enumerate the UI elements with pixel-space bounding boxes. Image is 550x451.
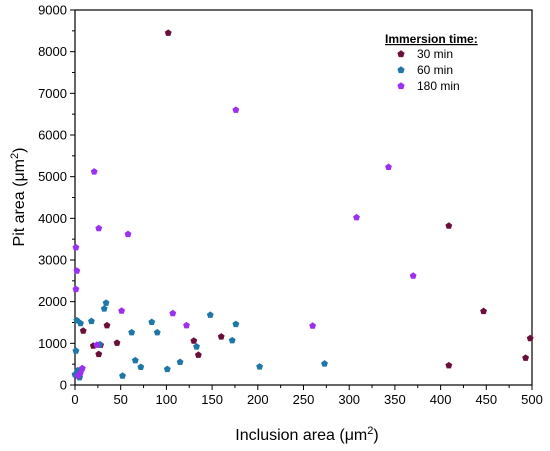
- y-tick-label: 8000: [38, 44, 67, 59]
- y-tick-label: 2000: [38, 294, 67, 309]
- x-tick-label: 0: [71, 392, 78, 407]
- data-point: [232, 320, 240, 328]
- x-axis-title: Inclusion area (μm2): [235, 425, 378, 444]
- data-points: [71, 29, 534, 381]
- data-point: [95, 224, 103, 232]
- series-2: [72, 106, 417, 379]
- data-point: [73, 267, 81, 274]
- data-point: [193, 343, 200, 350]
- data-point: [385, 163, 392, 170]
- data-point: [164, 29, 172, 36]
- data-point: [190, 337, 198, 344]
- y-axis-title: Pit area (μm2): [9, 148, 28, 247]
- x-axis: 0 50 100 150 200 250 300 350 400 450 500: [71, 385, 543, 407]
- x-tick-label: 150: [201, 392, 223, 407]
- x-tick-label: 500: [521, 392, 543, 407]
- data-point: [153, 328, 161, 336]
- legend: Immersion time: 30 min 60 min 180 min: [385, 32, 478, 93]
- data-point: [74, 372, 82, 379]
- data-point: [88, 317, 95, 325]
- data-point: [72, 347, 80, 354]
- data-point: [118, 307, 126, 314]
- x-tick-label: 350: [384, 392, 406, 407]
- legend-label: 60 min: [417, 63, 453, 77]
- y-tick-label: 7000: [38, 86, 67, 101]
- data-point: [131, 356, 139, 364]
- data-point: [72, 285, 80, 293]
- plot-area: [74, 9, 533, 386]
- data-point: [90, 168, 98, 175]
- data-point: [194, 351, 202, 358]
- y-tick-label: 0: [60, 378, 67, 393]
- data-point: [103, 321, 111, 329]
- data-point: [353, 213, 360, 221]
- data-point: [163, 365, 171, 373]
- y-axis: 0 1000 2000 3000 4000 5000 6000 7000 8000 9000: [38, 3, 75, 393]
- data-point: [445, 222, 453, 229]
- legend-label: 30 min: [417, 47, 453, 61]
- data-point: [119, 372, 126, 379]
- data-point: [93, 341, 101, 348]
- data-point: [217, 333, 225, 340]
- data-point: [232, 106, 240, 113]
- y-tick-label: 4000: [38, 211, 67, 226]
- data-point: [206, 311, 214, 318]
- data-point: [522, 354, 530, 361]
- y-tick-label: 3000: [38, 253, 67, 268]
- plot-border: [74, 9, 533, 386]
- data-point: [77, 319, 84, 327]
- y-tick-label: 9000: [38, 3, 67, 18]
- legend-marker: [397, 50, 405, 58]
- x-tick-label: 200: [247, 392, 269, 407]
- data-point: [480, 307, 487, 315]
- data-point: [309, 322, 317, 329]
- data-point: [445, 361, 453, 369]
- series-0: [79, 29, 534, 369]
- data-point: [228, 336, 236, 344]
- data-point: [148, 318, 156, 325]
- data-point: [183, 321, 190, 329]
- data-point: [124, 230, 132, 238]
- data-point: [100, 305, 108, 312]
- x-tick-label: 450: [475, 392, 497, 407]
- legend-label: 180 min: [417, 79, 460, 93]
- y-tick-label: 6000: [38, 128, 67, 143]
- x-tick-label: 250: [293, 392, 315, 407]
- legend-marker: [397, 82, 405, 90]
- data-point: [321, 360, 328, 367]
- legend-marker: [397, 66, 405, 74]
- x-tick-label: 50: [113, 392, 127, 407]
- x-tick-label: 300: [338, 392, 360, 407]
- data-point: [79, 327, 87, 334]
- data-point: [128, 328, 136, 336]
- data-point: [102, 299, 110, 306]
- data-point: [95, 350, 103, 358]
- data-point: [137, 363, 145, 370]
- series-1: [71, 299, 328, 381]
- data-point: [72, 243, 80, 251]
- data-point: [176, 358, 184, 365]
- legend-title: Immersion time:: [385, 32, 478, 46]
- data-point: [169, 309, 177, 317]
- x-tick-label: 400: [430, 392, 452, 407]
- data-point: [256, 363, 264, 370]
- data-point: [409, 272, 417, 279]
- y-tick-label: 5000: [38, 169, 67, 184]
- x-tick-label: 100: [156, 392, 178, 407]
- data-point: [526, 334, 534, 342]
- y-tick-label: 1000: [38, 336, 67, 351]
- data-point: [113, 339, 121, 346]
